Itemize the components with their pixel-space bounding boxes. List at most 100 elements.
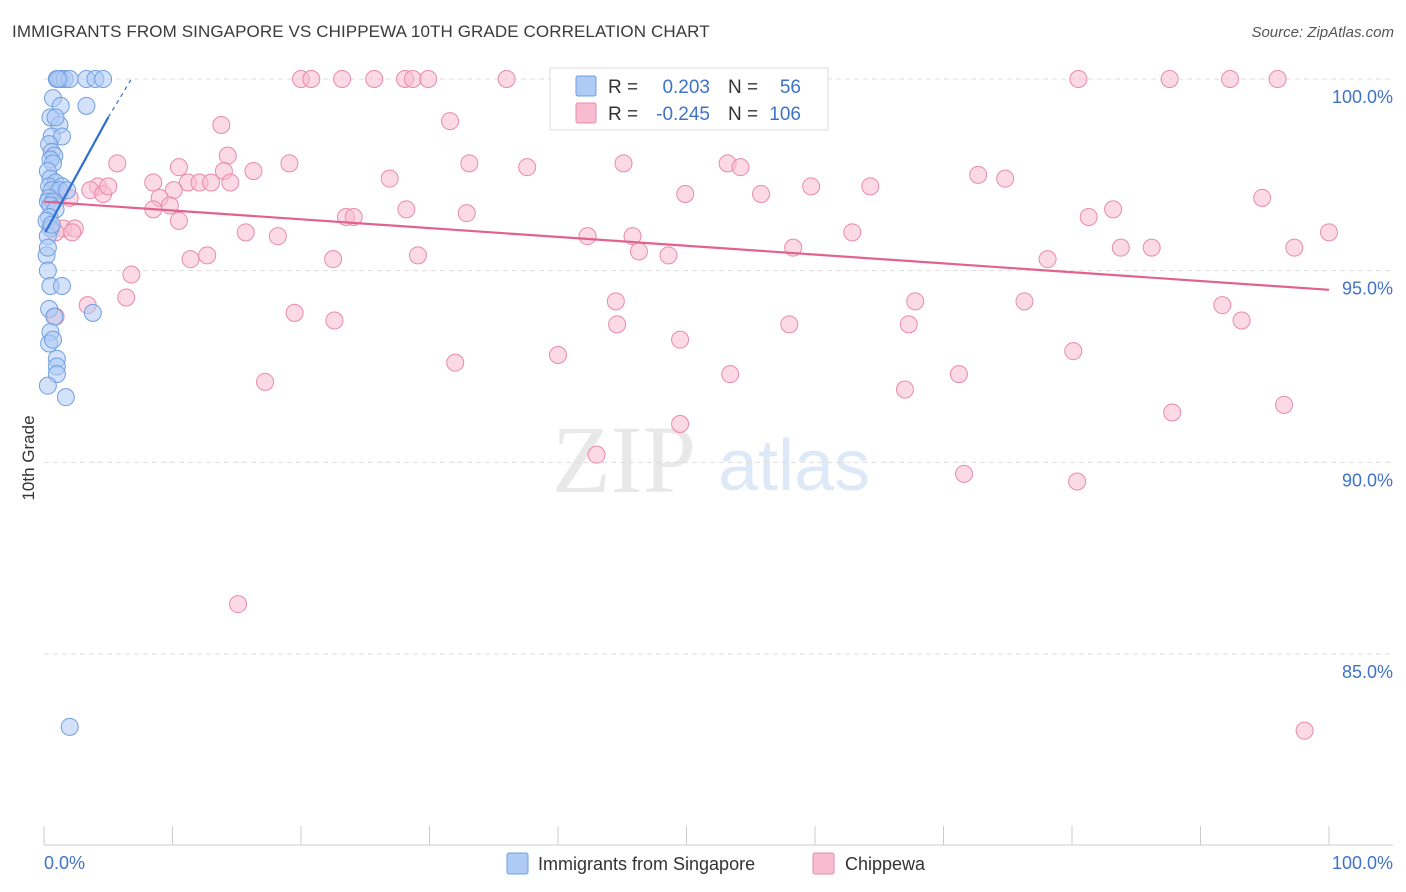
chippewa-trend-line: [43, 200, 1330, 291]
y-axis-tick-labels: 100.0% 95.0% 90.0% 85.0%: [1332, 87, 1393, 682]
chippewa-point: [606, 292, 625, 311]
chippewa-point: [244, 162, 263, 180]
chippewa-point: [1285, 238, 1304, 257]
chippewa-point: [419, 70, 438, 88]
chippewa-point: [1232, 311, 1251, 330]
stats-legend: R = 0.203 N = 56 R = -0.245 N = 106: [549, 67, 829, 131]
chippewa-point: [169, 158, 188, 177]
x-tick-label-min: 0.0%: [44, 853, 85, 873]
chippewa-point: [460, 154, 479, 173]
y-tick-label: 90.0%: [1342, 470, 1393, 490]
chippewa-point: [1160, 70, 1179, 88]
chippewa-point: [344, 208, 363, 226]
chippewa-point: [181, 250, 200, 269]
chippewa-point: [949, 365, 968, 384]
chippewa-point: [236, 223, 255, 242]
chippewa-point: [731, 158, 750, 177]
chippewa-point: [122, 265, 141, 284]
chippewa-point: [1320, 223, 1338, 242]
chippewa-point: [1221, 70, 1240, 88]
singapore-point: [38, 261, 57, 280]
singapore-point: [56, 388, 75, 407]
chippewa-point: [549, 346, 567, 364]
chippewa-point: [623, 227, 642, 246]
chippewa-point: [518, 158, 537, 177]
chippewa-point: [212, 116, 231, 134]
chippewa-point: [280, 154, 299, 173]
y-axis-label: 10th Grade: [19, 415, 38, 500]
chippewa-point: [861, 177, 880, 196]
chippewa-point: [780, 315, 799, 334]
chippewa-point: [325, 311, 344, 330]
chippewa-point: [221, 173, 240, 192]
watermark-atlas: atlas: [718, 426, 870, 506]
chippewa-point: [1275, 395, 1294, 414]
chippewa-point: [843, 223, 862, 242]
chippewa-point: [117, 288, 136, 307]
legend-swatch-chippewa: [812, 852, 835, 875]
chippewa-point: [1064, 342, 1083, 361]
x-tick-label-max: 100.0%: [1332, 853, 1393, 873]
chippewa-point: [1295, 721, 1314, 740]
singapore-point: [52, 277, 71, 295]
chippewa-point: [614, 154, 633, 173]
chippewa-point: [1213, 296, 1232, 315]
legend-label-singapore: Immigrants from Singapore: [538, 854, 755, 874]
chippewa-point: [1104, 200, 1123, 219]
y-tick-label: 100.0%: [1332, 87, 1393, 107]
chippewa-point: [1069, 70, 1088, 88]
chippewa-point: [408, 246, 427, 265]
chippewa-point: [721, 365, 740, 384]
chippewa-point: [63, 223, 82, 242]
source-credit: Source: ZipAtlas.com: [1251, 24, 1394, 41]
chippewa-point: [676, 185, 695, 203]
chippewa-point: [1038, 250, 1057, 269]
singapore-point: [46, 108, 65, 127]
chippewa-point: [659, 246, 678, 265]
y-tick-label: 95.0%: [1342, 279, 1393, 299]
singapore-point: [38, 376, 57, 395]
x-axis-tick-labels: 0.0% 100.0%: [44, 853, 1393, 873]
chippewa-point: [218, 146, 237, 165]
chippewa-point: [608, 315, 627, 334]
series-legend: Immigrants from Singapore Chippewa: [506, 852, 926, 875]
chippewa-point: [198, 246, 217, 265]
chippewa-point: [403, 70, 422, 88]
chippewa-point: [1163, 403, 1182, 422]
chippewa-point: [629, 242, 648, 261]
chippewa-point: [441, 112, 460, 131]
chippewa-point: [1142, 238, 1161, 257]
chippewa-point: [380, 169, 399, 188]
chippewa-point: [996, 169, 1015, 188]
chippewa-point: [202, 173, 221, 192]
stats-n-value-2: 106: [769, 104, 801, 125]
singapore-point: [45, 307, 64, 326]
chippewa-point: [1253, 188, 1272, 207]
stats-swatch-chippewa: [575, 102, 597, 124]
chippewa-point: [1015, 292, 1034, 311]
stats-r-value-2: -0.245: [656, 104, 710, 125]
chippewa-point: [302, 70, 321, 88]
chippewa-point: [229, 595, 248, 614]
y-tick-label: 85.0%: [1342, 662, 1393, 682]
chippewa-point: [397, 200, 416, 219]
chippewa-point: [108, 154, 127, 173]
trend-lines: [43, 78, 1330, 291]
chippewa-point: [268, 227, 287, 246]
legend-swatch-singapore: [506, 852, 529, 875]
x-axis-ticks: [43, 826, 1330, 845]
chippewa-point: [752, 185, 771, 203]
chippewa-point: [899, 315, 918, 334]
chippewa-point: [457, 204, 476, 223]
chippewa-point: [578, 227, 597, 246]
singapore-point: [94, 70, 113, 88]
singapore-point: [38, 238, 57, 257]
singapore-point: [60, 717, 79, 736]
chippewa-point: [1268, 70, 1287, 88]
chippewa-point: [169, 211, 188, 230]
chippewa-point: [671, 330, 690, 349]
singapore-trend-extension: [107, 78, 132, 118]
chart-title: IMMIGRANTS FROM SINGAPORE VS CHIPPEWA 10…: [12, 22, 710, 41]
gridlines: [44, 78, 1393, 655]
